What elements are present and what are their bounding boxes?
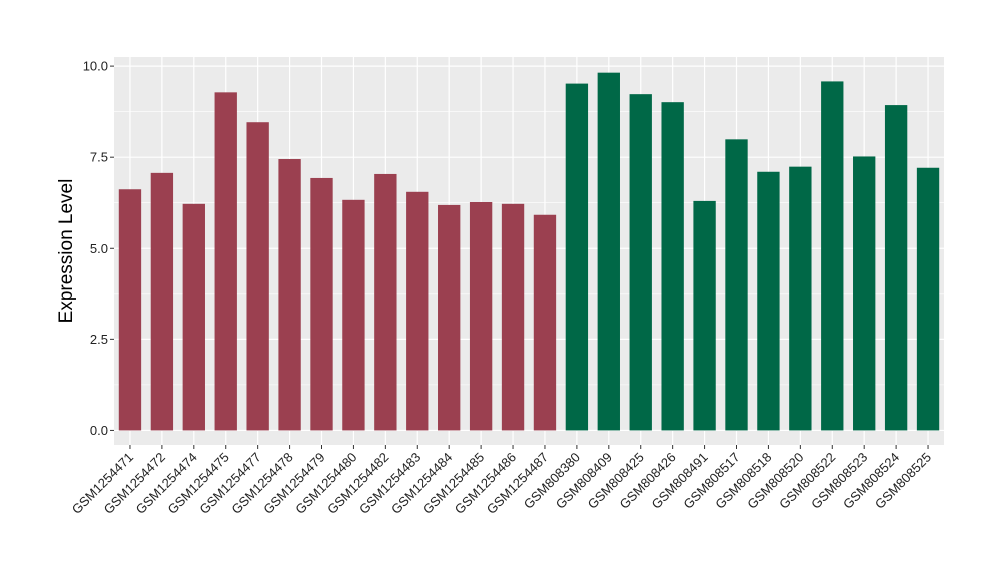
bar [278,159,301,431]
bar [661,102,684,431]
bar [342,199,365,431]
bar [533,214,557,431]
bar [693,200,716,431]
y-tick-label: 2.5 [90,332,108,347]
y-tick-label: 7.5 [90,150,108,165]
bar [469,201,493,431]
bar [310,177,333,431]
bar [853,156,876,431]
bar [182,203,205,431]
bar [597,72,620,431]
bar [438,204,461,431]
bar [821,81,844,431]
bar [884,105,908,431]
bar [725,139,748,431]
bar [118,189,142,431]
bar [406,191,429,431]
bar [629,94,652,431]
bar [916,167,940,431]
bar [214,92,237,431]
bar [789,166,812,431]
y-axis: 0.0 2.5 5.0 7.5 10.0 [83,59,114,438]
y-tick-label: 0.0 [90,423,108,438]
x-axis: GSM1254471GSM1254472GSM1254474GSM1254475… [69,445,934,517]
y-tick-label: 10.0 [83,59,108,74]
bar [374,173,397,431]
y-tick-label: 5.0 [90,241,108,256]
bar [565,83,589,431]
bar [757,171,780,431]
y-axis-title: Expression Level [56,179,77,324]
bars [118,72,940,431]
bar [246,122,269,431]
plot-panel [114,57,944,445]
bar [150,172,174,431]
bar [501,203,525,431]
